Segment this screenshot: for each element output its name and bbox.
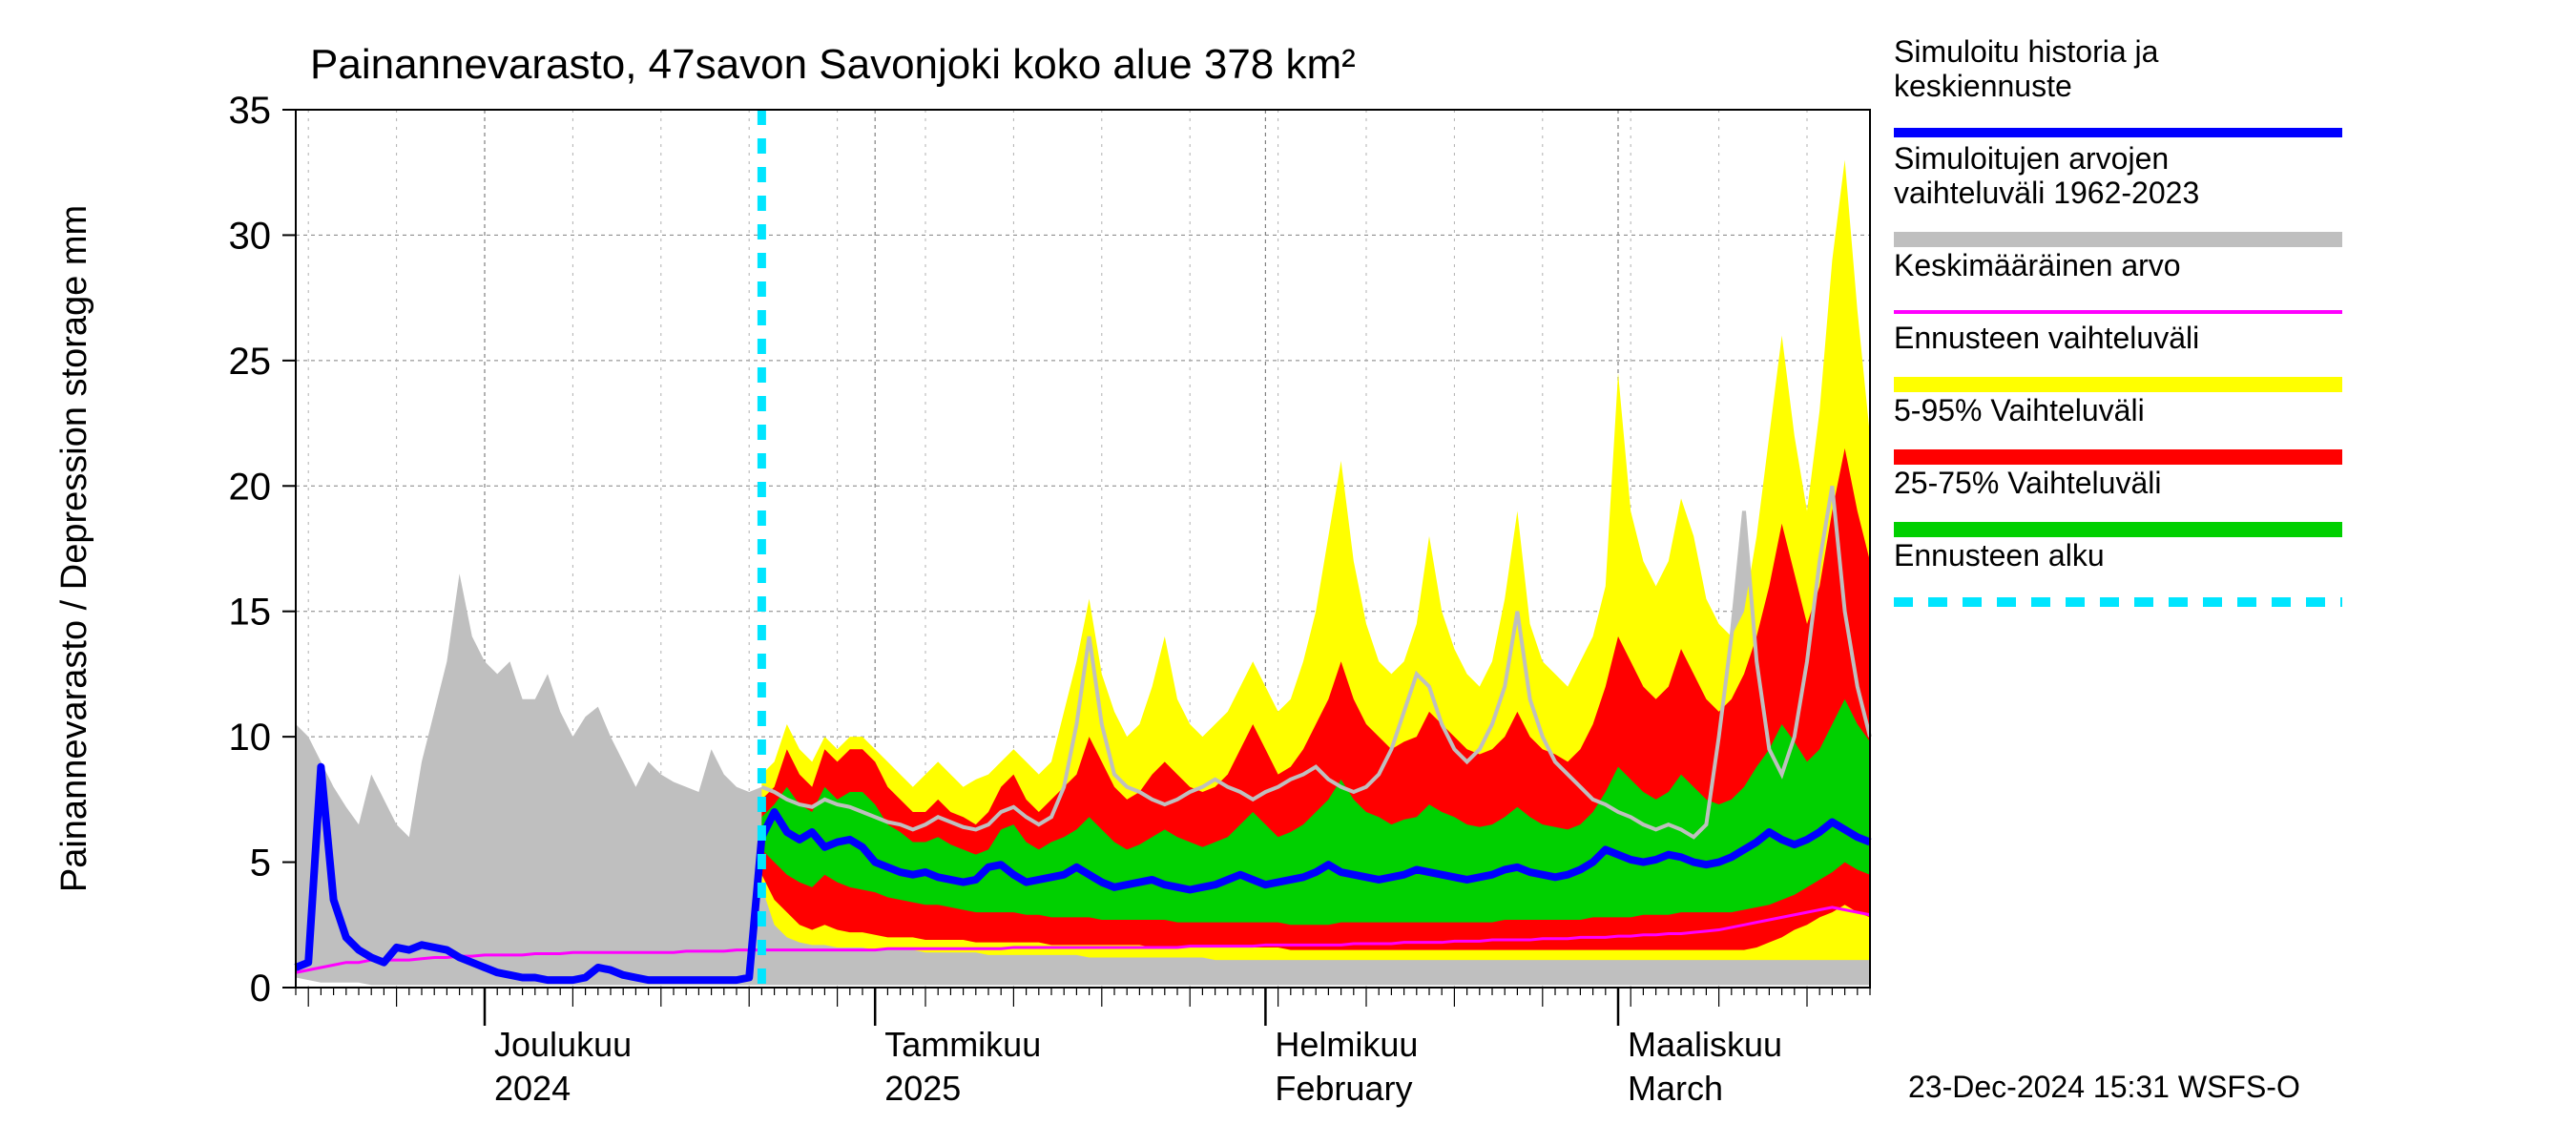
y-tick-label: 35 [229,90,272,132]
depression-storage-chart: 05101520253035Joulukuu2024Tammikuu2025He… [0,0,2576,1145]
y-tick-label: 10 [229,717,272,759]
x-month-sublabel: February [1275,1069,1412,1108]
legend-label: Simuloitu historia ja [1894,34,2159,69]
x-month-label: Joulukuu [494,1025,632,1064]
x-month-sublabel: 2025 [884,1069,961,1108]
y-tick-label: 5 [250,843,271,885]
legend-label: vaihteluväli 1962-2023 [1894,176,2199,210]
y-tick-label: 25 [229,341,272,383]
y-axis-label: Painannevarasto / Depression storage mm [54,205,94,892]
x-month-label: Helmikuu [1275,1025,1418,1064]
legend-label: Ennusteen vaihteluväli [1894,321,2199,355]
x-month-sublabel: 2024 [494,1069,571,1108]
legend-swatch [1894,232,2342,247]
y-tick-label: 15 [229,592,272,634]
legend-label: 5-95% Vaihteluväli [1894,393,2145,427]
legend-label: Keskimääräinen arvo [1894,248,2181,282]
x-month-sublabel: March [1628,1069,1723,1108]
y-tick-label: 20 [229,466,272,508]
y-tick-label: 0 [250,968,271,1010]
timestamp-label: 23-Dec-2024 15:31 WSFS-O [1908,1070,2300,1104]
legend-swatch [1894,522,2342,537]
legend-swatch [1894,377,2342,392]
legend-label: Simuloitujen arvojen [1894,141,2169,176]
x-month-label: Tammikuu [884,1025,1041,1064]
legend-label: 25-75% Vaihteluväli [1894,466,2161,500]
legend-swatch [1894,449,2342,465]
y-tick-label: 30 [229,215,272,257]
chart-title: Painannevarasto, 47savon Savonjoki koko … [310,41,1356,88]
legend-label: Ennusteen alku [1894,538,2105,572]
legend-label: keskiennuste [1894,69,2072,103]
x-month-label: Maaliskuu [1628,1025,1782,1064]
